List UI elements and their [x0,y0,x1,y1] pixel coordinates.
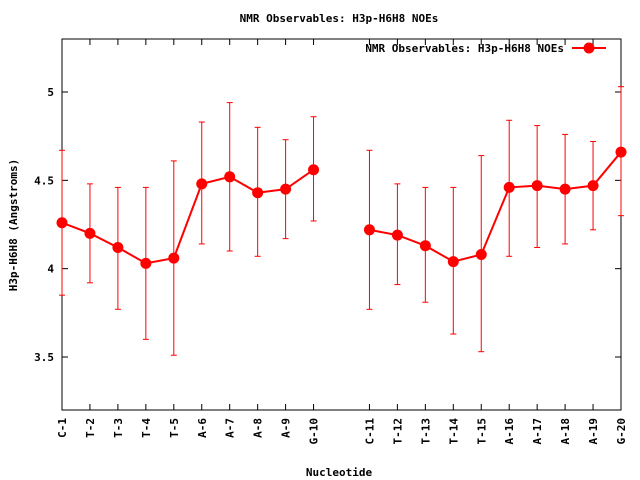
x-tick-label: T-4 [140,418,153,438]
x-tick-label: T-15 [475,418,488,445]
x-tick-label: T-3 [112,418,125,438]
series-lines [61,151,622,265]
data-point [280,183,292,195]
legend-label: NMR Observables: H3p-H6H8 NOEs [365,42,564,55]
x-tick-label: A-6 [196,418,209,438]
y-tick-label: 4 [47,263,54,276]
data-point [531,180,543,192]
x-tick-label: G-10 [308,418,321,445]
x-tick-label: C-11 [363,418,376,445]
data-point [224,171,236,183]
x-axis-label: Nucleotide [306,466,373,479]
legend: NMR Observables: H3p-H6H8 NOEs [365,42,606,55]
data-point [112,241,124,253]
x-tick-label: A-16 [503,418,516,445]
data-point [196,178,208,190]
y-axis-label: H3p-H6H8 (Angstroms) [7,159,20,291]
data-point [475,249,487,261]
x-tick-label: A-8 [252,418,265,438]
data-point [419,240,431,252]
x-tick-label: A-17 [531,418,544,445]
data-point [308,164,320,176]
data-point [56,217,68,229]
x-tick-label: T-5 [168,418,181,438]
data-point [391,229,403,241]
data-point [252,187,264,199]
x-tick-label: A-7 [224,418,237,438]
data-point [140,257,152,269]
y-tick-label: 5 [47,86,54,99]
data-point [503,181,515,193]
x-tick-label: T-12 [391,418,404,445]
y-axis: 3.5 4 4.5 5 [34,86,621,364]
data-point [84,227,96,239]
y-tick-label: 3.5 [34,351,54,364]
data-points [56,146,627,269]
chart-title: NMR Observables: H3p-H6H8 NOEs [240,12,439,25]
legend-marker-swatch [583,42,595,54]
y-tick-label: 4.5 [34,174,54,187]
x-tick-label: T-13 [419,418,432,445]
data-point [615,146,627,158]
data-point [587,180,599,192]
x-axis: C-1 T-2 T-3 T-4 T-5 A-6 A-7 A-8 A-9 G-10 C-11 T-12 T… [56,39,628,445]
x-tick-label: T-14 [447,418,460,445]
x-tick-label: G-20 [615,418,628,445]
data-point [447,256,459,268]
x-tick-label: C-1 [56,418,69,438]
x-tick-label: A-9 [280,418,293,438]
x-tick-label: A-19 [587,418,600,445]
error-bars [59,86,624,356]
data-point [559,183,571,195]
x-tick-label: A-18 [559,418,572,445]
series-line [61,168,315,265]
data-point [168,252,180,264]
x-tick-label: T-2 [84,418,97,438]
data-point [363,224,375,236]
series-line [369,151,622,263]
